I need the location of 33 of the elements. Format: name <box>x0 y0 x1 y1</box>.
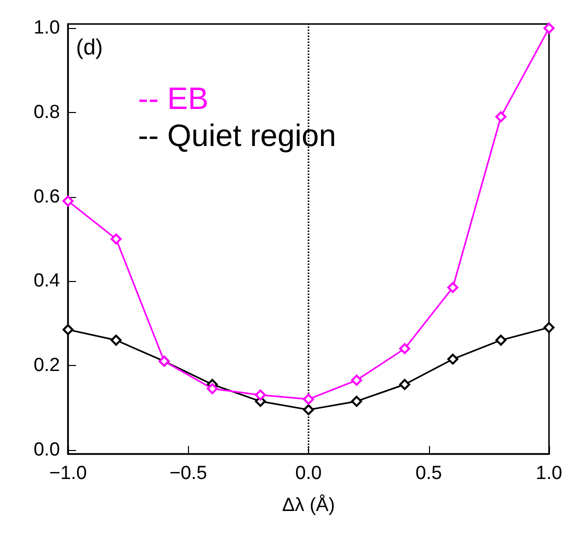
annotation: (d) <box>76 34 103 60</box>
y-tick-label: 0.4 <box>34 270 60 292</box>
point <box>447 354 458 365</box>
x-tick-label: −0.5 <box>169 463 208 484</box>
x-tick-label: −1.0 <box>49 463 87 484</box>
x-axis-title: Δλ (Å) <box>282 494 335 516</box>
point <box>447 282 458 293</box>
y-tick-label: 0.2 <box>34 354 60 376</box>
point <box>110 334 122 346</box>
text: -- Quiet region <box>138 118 336 153</box>
point <box>254 389 266 400</box>
point <box>62 196 74 207</box>
point <box>303 394 314 405</box>
point <box>351 374 362 386</box>
point <box>495 111 506 122</box>
point <box>351 396 362 407</box>
point <box>399 378 410 390</box>
point <box>206 383 218 394</box>
point <box>62 324 74 336</box>
point <box>110 234 122 244</box>
text: -- EB <box>138 81 209 116</box>
y-tick-label: 0.6 <box>34 186 60 208</box>
x-tick-label: 1.0 <box>536 463 562 484</box>
y-tick-label: 0.8 <box>34 102 60 124</box>
point <box>399 343 410 354</box>
point <box>303 404 314 416</box>
point <box>495 334 506 346</box>
y-tick-label: 0.0 <box>34 439 60 460</box>
point <box>544 322 554 334</box>
point <box>544 22 554 34</box>
y-tick-label: 1.0 <box>34 18 60 39</box>
x-tick-label: 0.0 <box>295 463 322 484</box>
x-tick-label: 0.5 <box>416 463 442 484</box>
